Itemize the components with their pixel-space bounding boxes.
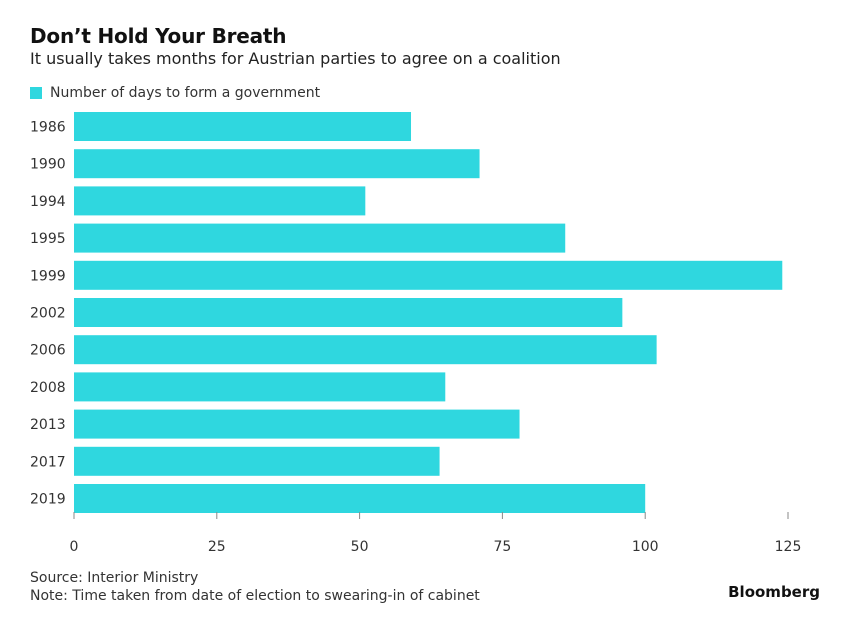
x-tick-label-50: 50 [351,539,369,555]
category-label-1990: 1990 [30,157,66,173]
legend-label: Number of days to form a government [50,85,321,101]
x-tick-label-75: 75 [493,539,511,555]
category-label-1994: 1994 [30,194,66,210]
bar-1999 [74,260,783,290]
x-tick-label-100: 100 [632,539,659,555]
x-tick-label-0: 0 [70,539,79,555]
bar-1986 [74,112,412,141]
bar-2002 [74,298,623,327]
bloomberg-logo: Bloomberg [728,583,820,601]
bar-2019 [74,484,646,513]
note-text: Note: Time taken from date of election t… [30,588,480,604]
x-tick-label-125: 125 [775,539,802,555]
bar-2008 [74,372,446,402]
source-notes: Source: Interior Ministry Note: Time tak… [30,569,480,605]
legend-swatch [30,87,42,99]
category-label-1995: 1995 [30,231,66,247]
category-label-2006: 2006 [30,343,66,359]
chart-subtitle: It usually takes months for Austrian par… [30,49,561,68]
bar-1995 [74,223,566,253]
bar-1994 [74,186,366,216]
category-label-2019: 2019 [30,492,66,508]
bar-2017 [74,446,440,476]
category-label-2002: 2002 [30,306,66,322]
bar-2013 [74,409,520,439]
category-label-1986: 1986 [30,120,66,136]
bar-2006 [74,335,657,365]
legend: Number of days to form a government [30,85,320,101]
source-text: Source: Interior Ministry [30,570,199,586]
chart-title: Don’t Hold Your Breath [30,24,287,48]
category-label-2017: 2017 [30,454,66,470]
x-tick-label-25: 25 [208,539,226,555]
category-label-1999: 1999 [30,268,66,284]
category-label-2013: 2013 [30,417,66,433]
category-label-2008: 2008 [30,380,66,396]
bar-1990 [74,149,480,179]
